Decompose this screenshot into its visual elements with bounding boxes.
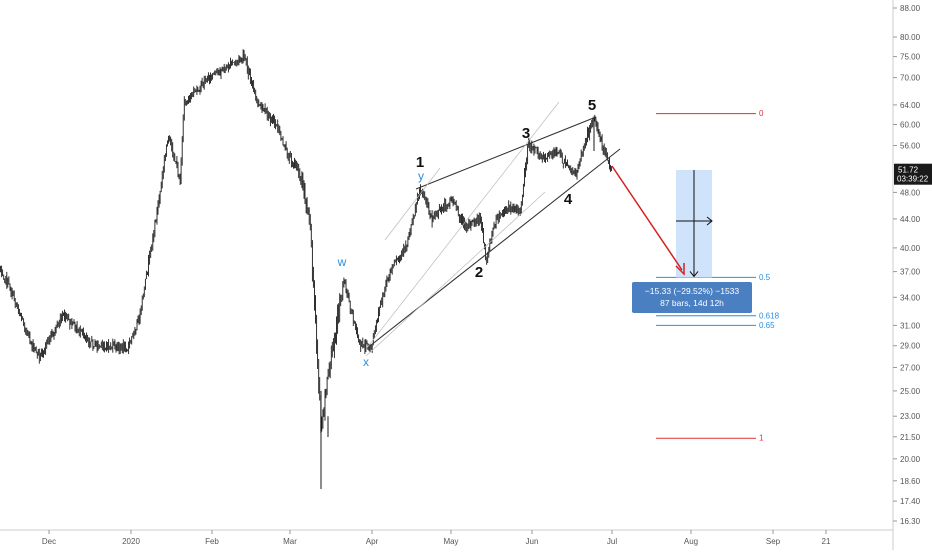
price-series xyxy=(0,49,613,489)
x-tick-label: Dec xyxy=(42,537,56,546)
y-tick-label: 27.00 xyxy=(900,364,921,373)
corrective-label-w: w xyxy=(337,255,347,269)
wave-labels: 1 2 3 4 5 w x y xyxy=(337,97,597,369)
wedge-trendlines xyxy=(365,101,621,357)
fib-label-0-5: 0.5 xyxy=(759,273,771,282)
projection-arrowhead xyxy=(675,263,685,276)
y-tick-label: 17.40 xyxy=(900,497,921,506)
y-tick-label: 34.00 xyxy=(900,293,921,302)
x-tick-label: Sep xyxy=(766,537,781,546)
wave-label-3: 3 xyxy=(522,125,530,142)
x-tick-label: May xyxy=(443,537,458,546)
current-price-tag xyxy=(894,163,932,185)
measurement-tool: −15.33 (−29.52%) −1533 87 bars, 14d 12h xyxy=(611,165,752,313)
measure-right-arrowhead xyxy=(706,216,713,226)
wave-label-2: 2 xyxy=(475,264,483,281)
y-tick-label: 18.60 xyxy=(900,477,921,486)
x-tick-label: Feb xyxy=(205,537,219,546)
x-tick-label: 2020 xyxy=(122,537,140,546)
bar-countdown: 03:39:22 xyxy=(897,175,929,184)
y-tick-label: 75.00 xyxy=(900,53,921,62)
measure-change-text: −15.33 (−29.52%) −1533 xyxy=(645,286,740,296)
measure-down-arrowhead xyxy=(689,271,699,278)
corrective-label-x: x xyxy=(363,355,369,369)
x-tick-label: Jul xyxy=(607,537,617,546)
price-axis: 16.30 17.40 18.60 20.00 21.50 23.00 25.00 27.00… xyxy=(892,0,932,550)
fib-label-0: 0 xyxy=(759,109,764,118)
y-tick-label: 31.00 xyxy=(900,321,921,330)
y-tick-label: 23.00 xyxy=(900,412,921,421)
y-tick-label: 20.00 xyxy=(900,455,921,464)
y-tick-label: 21.50 xyxy=(900,433,921,442)
y-tick-label: 48.00 xyxy=(900,188,921,197)
x-tick-label: Apr xyxy=(366,537,379,546)
y-tick-label: 44.00 xyxy=(900,215,921,224)
wave-label-1: 1 xyxy=(416,154,424,171)
x-tick-label: Jun xyxy=(526,537,539,546)
y-tick-label: 56.00 xyxy=(900,142,921,151)
channel-lower-line xyxy=(365,191,546,357)
y-tick-label: 37.00 xyxy=(900,268,921,277)
projection-arrow-line xyxy=(611,165,683,271)
wedge-upper-line xyxy=(415,116,597,190)
fib-label-0-618: 0.618 xyxy=(759,311,780,320)
channel-guide-line xyxy=(384,167,441,241)
x-tick-label: 21 xyxy=(822,537,831,546)
current-price-value: 51.72 xyxy=(898,166,919,175)
x-tick-label: Aug xyxy=(684,537,698,546)
channel-upper-line xyxy=(365,101,560,350)
y-tick-label: 64.00 xyxy=(900,101,921,110)
measure-bubble xyxy=(632,282,752,313)
y-tick-label: 16.30 xyxy=(900,517,921,526)
y-tick-label: 60.00 xyxy=(900,121,921,130)
fib-label-0-65: 0.65 xyxy=(759,321,775,330)
y-tick-label: 40.00 xyxy=(900,244,921,253)
y-tick-label: 88.00 xyxy=(900,4,921,13)
y-tick-label: 29.00 xyxy=(900,342,921,351)
fib-label-1: 1 xyxy=(759,434,764,443)
y-tick-label: 25.00 xyxy=(900,387,921,396)
wedge-lower-line xyxy=(365,148,621,350)
measure-duration-text: 87 bars, 14d 12h xyxy=(660,298,724,308)
y-tick-label: 80.00 xyxy=(900,33,921,42)
x-tick-label: Mar xyxy=(283,537,297,546)
corrective-label-y: y xyxy=(418,169,424,183)
time-axis: Dec 2020 Feb Mar Apr May Jun Jul Aug Sep 21 xyxy=(0,529,893,546)
y-tick-label: 70.00 xyxy=(900,74,921,83)
wave-label-4: 4 xyxy=(564,191,573,208)
wave-label-5: 5 xyxy=(588,97,596,114)
